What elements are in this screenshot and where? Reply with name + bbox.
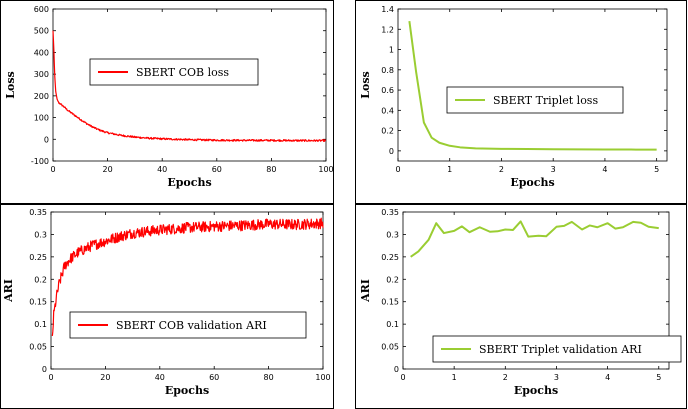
y-tick-label: 0 (42, 365, 47, 374)
plot-area-frame (402, 211, 670, 370)
x-tick-label: 3 (551, 165, 556, 174)
chart-cob-ari: 0 0.05 0.1 0.15 0.2 0.25 0.3 0.35 0 20 40 60 80 100 Ep… (2, 208, 331, 397)
x-tick-label: 0 (395, 165, 400, 174)
x-tick-label: 1 (447, 165, 452, 174)
y-tick-label: 0.2 (386, 275, 399, 284)
y-tick-label: 0.1 (386, 320, 399, 329)
y-axis-label: Loss (4, 71, 17, 98)
y-tick-label: 0.05 (381, 343, 399, 352)
chart-triplet-loss: 0 0.2 0.4 0.6 0.8 1 1.2 1.4 0 1 2 3 4 5 Epochs Loss SBER… (359, 5, 668, 189)
x-tick-label: 100 (318, 165, 333, 174)
y-tick-label: 0.3 (386, 230, 399, 239)
series-line-cob-loss (52, 30, 327, 143)
y-tick-label: 0.35 (29, 208, 47, 217)
legend-triplet-ari: SBERT Triplet validation ARI (432, 335, 682, 363)
y-tick-label: 0.2 (34, 275, 47, 284)
legend-entry-label: SBERT Triplet validation ARI (479, 343, 642, 356)
x-axis-label: Epochs (167, 176, 211, 189)
x-tick-label: 0 (48, 373, 53, 382)
legend-box (69, 311, 307, 339)
x-tick-label: 4 (605, 373, 610, 382)
x-axis-label: Epochs (510, 176, 554, 189)
x-tick-label: 100 (315, 373, 330, 382)
legend-box (89, 58, 259, 86)
x-tick-label: 20 (100, 373, 110, 382)
x-tick-label: 40 (157, 165, 167, 174)
legend-cob-loss: SBERT COB loss (89, 58, 259, 86)
y-tick-label: 0.6 (381, 86, 394, 95)
y-tick-label: 0.8 (381, 66, 394, 75)
series-line-triplet-ari (410, 220, 659, 258)
series-line-cob-ari (51, 217, 324, 336)
y-tick-label: 400 (34, 48, 49, 57)
x-tick-label: 2 (499, 165, 504, 174)
y-tick-label: 200 (34, 92, 49, 101)
legend-triplet-loss: SBERT Triplet loss (446, 86, 624, 114)
y-tick-label: 1.2 (381, 25, 394, 34)
y-tick-label: 0.15 (381, 298, 399, 307)
panel-frame-top-left (0, 0, 334, 204)
x-tick-label: 4 (602, 165, 607, 174)
y-tick-label: 0.25 (29, 253, 47, 262)
panel-frame-top-right (355, 0, 687, 204)
x-tick-label: 2 (503, 373, 508, 382)
legend-entry-label: SBERT COB loss (136, 66, 229, 79)
x-tick-label: 60 (212, 165, 222, 174)
legend-entry-label: SBERT COB validation ARI (116, 319, 267, 332)
plot-area-frame (397, 8, 668, 162)
legend-cob-ari: SBERT COB validation ARI (69, 311, 307, 339)
y-tick-label: 0.25 (381, 253, 399, 262)
y-tick-label: 0.05 (29, 343, 47, 352)
x-tick-label: 40 (155, 373, 165, 382)
x-tick-label: 0 (50, 165, 55, 174)
y-tick-label: 0.4 (381, 106, 394, 115)
y-tick-label: 0.35 (381, 208, 399, 217)
y-tick-label: 1 (389, 46, 394, 55)
x-tick-label: 3 (554, 373, 559, 382)
y-tick-label: 600 (34, 5, 49, 14)
y-tick-label: 0.2 (381, 127, 394, 136)
y-tick-label: 300 (34, 70, 49, 79)
y-tick-label: 500 (34, 27, 49, 36)
y-tick-label: 100 (34, 114, 49, 123)
y-tick-label: 0 (44, 135, 49, 144)
x-tick-label: 80 (264, 373, 274, 382)
x-tick-label: 5 (656, 373, 661, 382)
y-tick-label: 0.3 (34, 230, 47, 239)
legend-box (432, 335, 682, 363)
x-tick-label: 20 (103, 165, 113, 174)
x-axis-label: Epochs (514, 384, 558, 397)
x-tick-label: 5 (654, 165, 659, 174)
x-tick-label: 80 (266, 165, 276, 174)
y-axis-label: ARI (2, 279, 15, 303)
legend-entry-label: SBERT Triplet loss (493, 94, 598, 107)
plot-area-frame (52, 8, 327, 162)
y-tick-label: 0 (389, 147, 394, 156)
x-tick-label: 0 (400, 373, 405, 382)
x-tick-label: 1 (452, 373, 457, 382)
series-line-triplet-loss (408, 21, 657, 151)
y-axis-label: Loss (359, 71, 372, 98)
y-tick-label: 0.15 (29, 298, 47, 307)
y-axis-label: ARI (359, 279, 372, 303)
chart-triplet-ari: 0 0.05 0.1 0.15 0.2 0.25 0.3 0.35 0 1 2 3 4 5 Epochs AR… (359, 208, 682, 397)
x-tick-label: 60 (209, 373, 219, 382)
y-tick-label: 0.1 (34, 320, 47, 329)
y-tick-label: -100 (31, 157, 49, 166)
plot-area-frame (50, 211, 324, 370)
x-axis-label: Epochs (165, 384, 209, 397)
y-tick-label: 1.4 (381, 5, 394, 14)
y-tick-label: 0 (394, 365, 399, 374)
